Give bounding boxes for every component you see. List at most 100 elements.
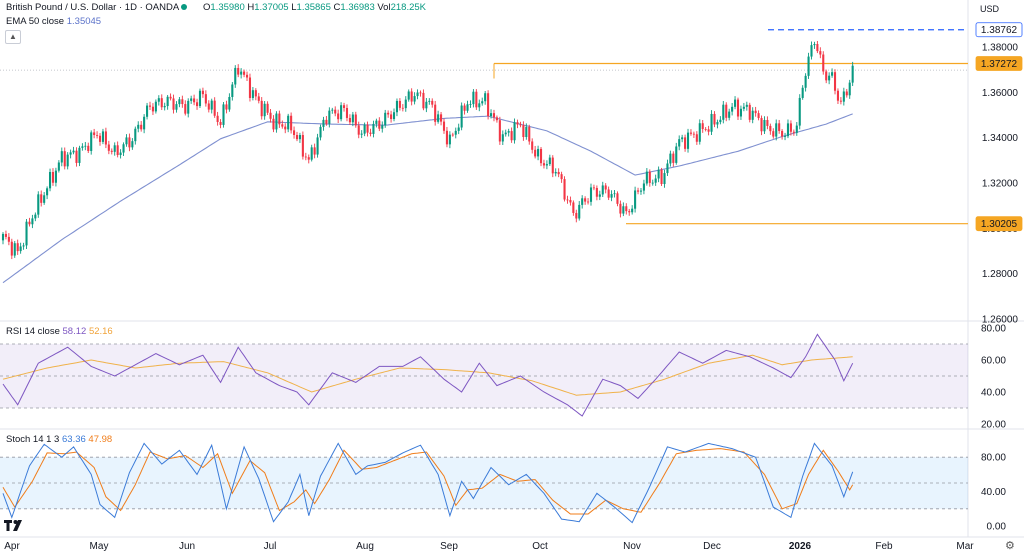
candle: [46, 186, 49, 200]
candle-body: [395, 100, 399, 113]
gear-icon[interactable]: ⚙: [1005, 540, 1015, 552]
candle-body: [328, 110, 331, 124]
candle-body: [322, 119, 325, 127]
candle: [295, 131, 299, 142]
candle-body: [516, 122, 519, 125]
candle: [204, 90, 207, 107]
candle: [542, 159, 546, 169]
candle: [178, 96, 181, 108]
candle: [601, 181, 604, 198]
stoch-legend[interactable]: Stoch 14 1 3 63.36 47.98: [6, 434, 112, 446]
candle: [660, 167, 663, 187]
candle: [348, 114, 351, 125]
rsi-legend[interactable]: RSI 14 close 58.12 52.16: [6, 326, 113, 338]
candle: [669, 150, 672, 167]
time-axis-label: 2026: [789, 541, 812, 552]
candle: [819, 47, 822, 59]
candle: [763, 116, 766, 134]
candle-body: [340, 105, 343, 120]
candle-body: [25, 221, 28, 246]
candle-body: [604, 185, 607, 190]
candle: [31, 214, 34, 229]
candle: [284, 123, 287, 134]
candle-body: [98, 135, 102, 142]
candle: [290, 112, 293, 134]
x-axis[interactable]: Apr May Jun Jul Aug Sep Oct Nov Dec 2026 Feb Mar: [4, 541, 974, 552]
candle: [589, 183, 593, 206]
candle: [663, 169, 666, 188]
candle: [537, 145, 540, 161]
candle-body: [372, 123, 375, 134]
candle: [495, 115, 498, 123]
candle: [169, 93, 172, 101]
candle: [134, 126, 137, 145]
rsi-legend-label: RSI 14 close: [6, 326, 60, 337]
candle: [440, 112, 443, 126]
candle: [572, 200, 575, 216]
candle-body: [522, 125, 525, 138]
candle: [457, 123, 460, 135]
candle-body: [90, 132, 93, 151]
candle: [351, 111, 354, 127]
y-axis[interactable]: 1.260001.280001.300001.320001.340001.360…: [981, 43, 1018, 533]
candle-body: [295, 135, 299, 140]
candle: [613, 189, 616, 198]
ema-legend[interactable]: EMA 50 close 1.35045: [6, 16, 101, 28]
candle: [322, 116, 325, 131]
candle-body: [454, 130, 457, 135]
candle-body: [786, 123, 790, 137]
candle-body: [498, 120, 501, 142]
candle: [307, 154, 310, 164]
candle: [651, 179, 654, 186]
candle-body: [560, 174, 563, 180]
candle-body: [572, 202, 575, 213]
time-axis-label: Nov: [623, 541, 641, 552]
candle: [340, 102, 343, 122]
candle-body: [734, 99, 737, 107]
symbol-title[interactable]: British Pound / U.S. Dollar · 1D · OANDA: [6, 2, 190, 14]
candle-body: [492, 113, 496, 118]
candle-body: [378, 120, 381, 129]
candle: [707, 125, 710, 136]
candle-body: [360, 133, 363, 135]
candle: [434, 100, 437, 126]
collapse-legend-button[interactable]: ▲: [5, 30, 21, 44]
candle-body: [554, 171, 557, 174]
candle: [101, 128, 105, 145]
candle-body: [451, 134, 454, 136]
candle: [657, 166, 660, 183]
candle: [813, 41, 816, 49]
candle: [254, 88, 257, 101]
horizontal-levels[interactable]: [0, 29, 968, 225]
candle-body: [345, 107, 349, 118]
candle-body: [636, 190, 640, 192]
stoch-axis-label: 40.00: [981, 487, 1006, 498]
candle-body: [645, 171, 648, 184]
candle: [492, 109, 496, 122]
candle-body: [475, 91, 478, 108]
candle-body: [319, 126, 322, 138]
candle-body: [463, 105, 466, 111]
candle-body: [193, 98, 196, 103]
candle: [140, 121, 143, 132]
time-axis-label: Jul: [264, 541, 277, 552]
rsi-axis-label: 80.00: [981, 324, 1006, 335]
candle: [116, 141, 119, 158]
ema-line: [2, 113, 853, 284]
candle: [278, 110, 281, 128]
currency-label[interactable]: USD: [980, 4, 1000, 14]
price-tag-high: 1.38762: [975, 22, 1023, 38]
candle: [487, 90, 490, 120]
candle-body: [478, 103, 481, 108]
high-label: H: [247, 2, 255, 13]
candle-body: [707, 129, 710, 132]
candle-body: [237, 67, 240, 75]
candle: [243, 69, 246, 78]
candle: [604, 183, 607, 194]
candle: [395, 98, 399, 117]
candle-body: [69, 152, 72, 155]
candle-body: [137, 124, 140, 129]
candle-body: [484, 93, 487, 102]
candle: [610, 190, 613, 202]
